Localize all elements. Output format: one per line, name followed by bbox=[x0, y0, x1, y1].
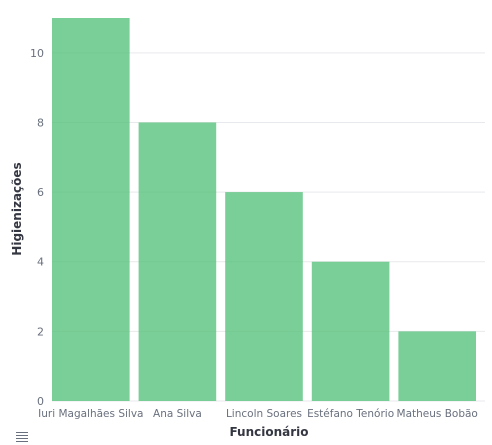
x-tick-label: Ana Silva bbox=[153, 408, 202, 420]
y-axis-label: Higienizações bbox=[10, 162, 24, 255]
x-tick-label: Matheus Bobão bbox=[397, 408, 478, 420]
x-axis-ticks: Iuri Magalhães Silva Ana Silva Lincoln Soa… bbox=[38, 408, 478, 420]
x-axis-label: Funcionário bbox=[229, 425, 308, 439]
x-tick-label: Estéfano Tenório bbox=[307, 408, 394, 420]
bar[interactable] bbox=[398, 331, 476, 401]
legend-toggle-icon[interactable] bbox=[16, 431, 30, 443]
y-tick-label: 2 bbox=[37, 325, 44, 338]
bar[interactable] bbox=[138, 122, 217, 402]
x-tick-label: Iuri Magalhães Silva bbox=[38, 408, 143, 420]
bar[interactable] bbox=[225, 192, 303, 401]
y-axis-ticks: 0 2 4 6 8 10 bbox=[30, 47, 44, 408]
y-tick-label: 10 bbox=[30, 47, 44, 60]
y-tick-label: 0 bbox=[37, 395, 44, 408]
y-tick-label: 8 bbox=[37, 116, 44, 129]
y-tick-label: 6 bbox=[37, 186, 44, 199]
bar[interactable] bbox=[52, 18, 130, 401]
bars bbox=[52, 18, 476, 402]
x-tick-label: Lincoln Soares bbox=[226, 408, 302, 420]
y-tick-label: 4 bbox=[37, 256, 44, 269]
bar[interactable] bbox=[311, 261, 390, 401]
